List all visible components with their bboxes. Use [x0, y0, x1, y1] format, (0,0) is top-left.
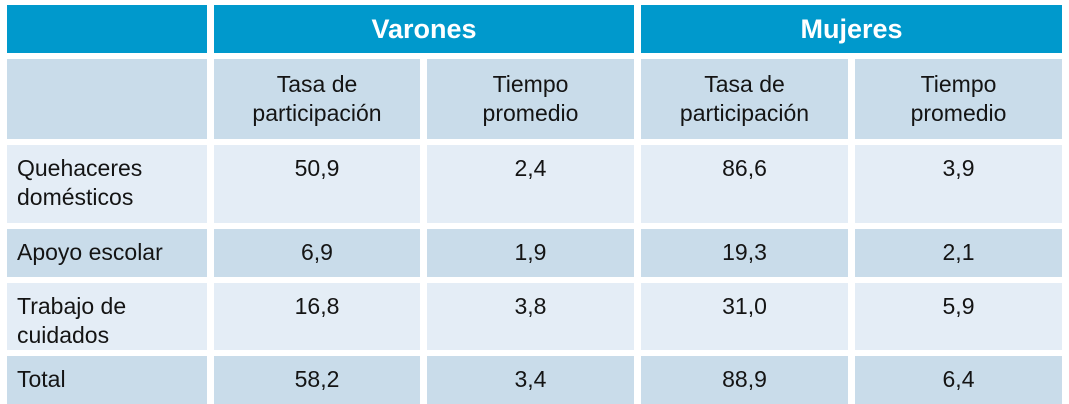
cell-value: 3,4	[427, 355, 634, 404]
table-row-apoyo: Apoyo escolar 6,9 1,9 19,3 2,1	[7, 229, 1063, 277]
cell-value: 3,9	[855, 145, 1063, 223]
column-header-row: Tasa de participación Tiempo promedio Ta…	[7, 59, 1063, 139]
cell-value: 6,9	[214, 229, 420, 277]
column-header-mujeres-tiempo: Tiempo promedio	[855, 59, 1063, 139]
corner-cell	[7, 5, 207, 53]
cell-value: 1,9	[427, 229, 634, 277]
row-label: Trabajo de cuidados	[7, 283, 207, 350]
group-header-varones: Varones	[214, 5, 634, 53]
cell-value: 88,9	[641, 355, 848, 404]
column-header-mujeres-tasa: Tasa de participación	[641, 59, 848, 139]
column-header-varones-tasa: Tasa de participación	[214, 59, 420, 139]
cell-value: 31,0	[641, 283, 848, 350]
cell-value: 6,4	[855, 355, 1063, 404]
cell-value: 2,1	[855, 229, 1063, 277]
group-header-row: Varones Mujeres	[7, 5, 1063, 53]
cell-value: 50,9	[214, 145, 420, 223]
table-row-total: Total 58,2 3,4 88,9 6,4	[7, 355, 1063, 404]
cell-value: 86,6	[641, 145, 848, 223]
table-row-quehaceres: Quehaceres domésticos 50,9 2,4 86,6 3,9	[7, 145, 1063, 223]
cell-value: 58,2	[214, 355, 420, 404]
cell-value: 2,4	[427, 145, 634, 223]
row-label: Apoyo escolar	[7, 229, 207, 277]
cell-value: 3,8	[427, 283, 634, 350]
cell-value: 16,8	[214, 283, 420, 350]
blank-header-cell	[7, 59, 207, 139]
group-header-mujeres: Mujeres	[641, 5, 1063, 53]
cell-value: 5,9	[855, 283, 1063, 350]
table-row-trabajo: Trabajo de cuidados 16,8 3,8 31,0 5,9	[7, 283, 1063, 350]
row-label: Total	[7, 355, 207, 404]
cell-value: 19,3	[641, 229, 848, 277]
column-header-varones-tiempo: Tiempo promedio	[427, 59, 634, 139]
row-label: Quehaceres domésticos	[7, 145, 207, 223]
